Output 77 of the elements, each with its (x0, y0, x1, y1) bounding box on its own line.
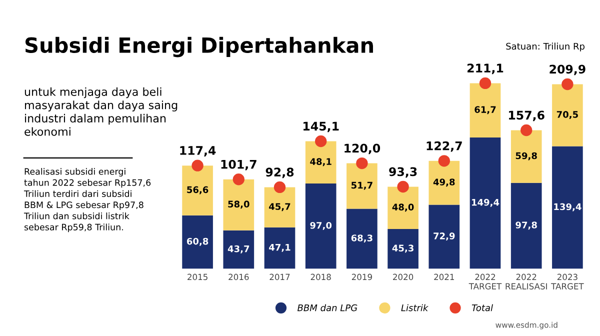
text: untuk menjaga daya beli masyarakat dan daya saing industri dalam pemulihan ekonomi (24, 87, 178, 136)
data-label: 61,7 (474, 106, 496, 114)
bar (470, 83, 501, 138)
bar (305, 141, 336, 184)
x-tick-label: 2019 (352, 274, 372, 280)
data-label: 59,8 (516, 152, 537, 160)
bar (388, 186, 418, 229)
data-label: 45,7 (269, 203, 290, 212)
x-tick-label: 2021 (434, 274, 454, 280)
x-tick-label: 2016 (228, 274, 249, 280)
data-label: 60,8 (186, 238, 208, 246)
data-label: 51,7 (352, 182, 372, 190)
data-label: 48,0 (392, 204, 414, 212)
bar (428, 160, 460, 205)
x-tick-label: 2023 TARGET (551, 274, 584, 290)
point (232, 174, 244, 186)
data-label: 45,3 (392, 244, 414, 253)
bar (510, 182, 542, 269)
x-tick-label: 2015 (188, 274, 208, 280)
bar (182, 166, 213, 216)
point (520, 124, 532, 136)
data-label: 47,1 (269, 244, 290, 252)
legend-label: Listrik (401, 304, 428, 312)
bar (388, 228, 418, 269)
data-label: 122,7 (426, 141, 462, 152)
bar (470, 137, 501, 269)
bar (305, 184, 336, 269)
bar (510, 130, 542, 183)
data-label: 97,8 (516, 222, 537, 230)
data-label: 101,7 (221, 160, 256, 170)
data-label: 56,6 (187, 186, 208, 194)
point (479, 77, 492, 90)
point (397, 180, 409, 193)
data-label: 97,0 (310, 222, 332, 230)
text: Subsidi Energi Dipertahankan (25, 36, 373, 58)
point (192, 160, 204, 172)
data-label: 211,1 (468, 64, 504, 74)
point (274, 181, 286, 194)
point (562, 78, 574, 90)
bar (264, 187, 296, 228)
x-tick-label: 2022 REALISASI (506, 274, 547, 290)
x-tick-label: 2018 (310, 274, 331, 280)
bar (223, 179, 254, 230)
bar (182, 215, 213, 269)
bar (346, 208, 378, 269)
data-label: 117,4 (180, 146, 216, 156)
x-tick-label: 2022 TARGET (468, 274, 502, 290)
data-label: 209,9 (550, 64, 586, 76)
point (315, 135, 327, 148)
annotation: Satuan: Triliun Rp (506, 42, 585, 52)
bar (552, 146, 583, 269)
data-label: 93,3 (389, 167, 417, 178)
legend-label: Total (472, 304, 493, 312)
data-label: 58,0 (228, 200, 250, 209)
legend-label: BBM dan LPG (298, 304, 358, 312)
bar (223, 230, 254, 269)
point (438, 155, 450, 167)
data-label: 145,1 (304, 122, 339, 132)
data-label: 43,7 (228, 245, 250, 254)
data-label: 92,8 (266, 168, 294, 178)
bar (552, 84, 583, 146)
x-tick-label: 2017 (270, 274, 290, 280)
data-label: 49,8 (433, 178, 455, 187)
data-label: 139,4 (554, 203, 582, 212)
text: Realisasi subsidi energi tahun 2022 sebesar Rp157,6 Triliun terdiri dari subsidi BBM & LPG sebesar Rp97,8 Triliun dan subsidi listrik sebesar Rp59,8 Triliun. (24, 168, 151, 232)
data-label: 120,0 (344, 144, 380, 154)
data-label: 72,9 (434, 232, 455, 241)
data-label: 157,6 (509, 110, 544, 122)
x-tick-label: 2020 (393, 274, 414, 280)
data-label: 149,4 (472, 198, 500, 207)
bar (346, 163, 378, 209)
bar (428, 204, 460, 269)
data-label: 48,1 (310, 158, 332, 166)
point (356, 157, 368, 170)
bar (264, 227, 296, 269)
data-label: 70,5 (556, 111, 578, 120)
data-label: 68,3 (351, 234, 372, 243)
